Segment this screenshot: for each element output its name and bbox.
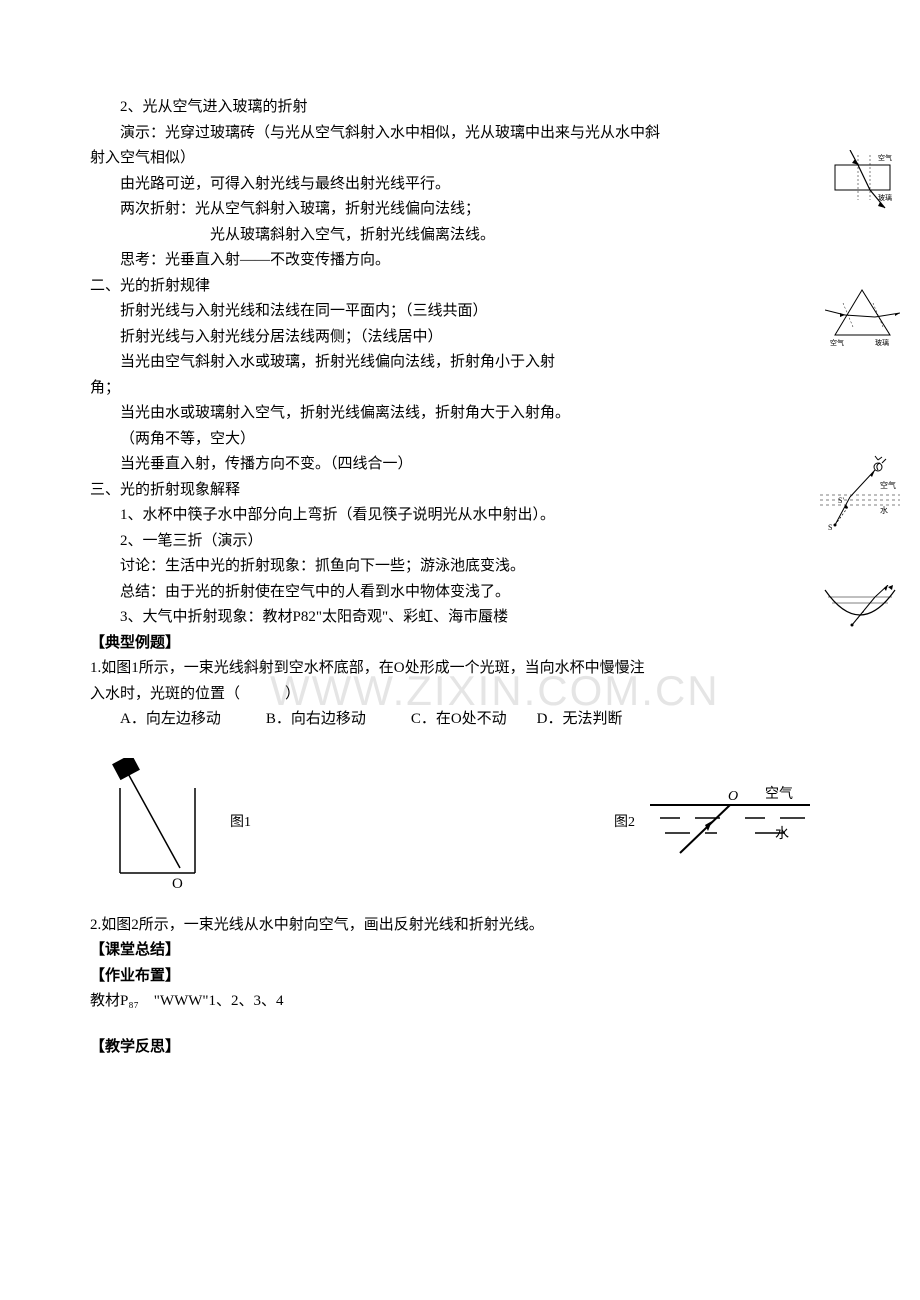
sec2-l3b: 角； — [90, 376, 830, 402]
figure-glass-block: 空气 玻璃 — [830, 150, 900, 220]
sec2-l6: 当光垂直入射，传播方向不变。（四线合一） — [90, 452, 830, 478]
spacer — [90, 1015, 830, 1035]
svg-text:玻璃: 玻璃 — [875, 338, 889, 347]
sec2-l3: 当光由空气斜射入水或玻璃，折射光线偏向法线，折射角小于入射 — [90, 350, 830, 376]
reflection-title: 【教学反思】 — [90, 1035, 830, 1061]
sec3-l2: 2、一笔三折（演示） — [90, 529, 830, 555]
sec3-l3: 讨论：生活中光的折射现象：抓鱼向下一些；游泳池底变浅。 — [90, 554, 830, 580]
sec2-l4: 当光由水或玻璃射入空气，折射光线偏离法线，折射角大于入射角。 — [90, 401, 830, 427]
q1-opts: A．向左边移动 B．向右边移动 C．在O处不动 D．无法判断 — [90, 707, 830, 733]
figure-deer-refraction: 空气 水 S' S — [820, 455, 900, 540]
sec1-l5: 两次折射：光从空气斜射入玻璃，折射光线偏向法线； — [90, 197, 830, 223]
figure-bowl — [820, 585, 900, 640]
fig1-label: 图1 — [230, 811, 251, 835]
sec3-l1: 1、水杯中筷子水中部分向上弯折（看见筷子说明光从水中射出）。 — [90, 503, 830, 529]
svg-text:S': S' — [838, 496, 844, 505]
svg-text:水: 水 — [775, 826, 789, 842]
svg-text:空气: 空气 — [880, 480, 896, 490]
sec2-title: 二、光的折射规律 — [90, 274, 830, 300]
sec2-l2: 折射光线与入射光线分居法线两侧；（法线居中） — [90, 325, 830, 351]
sec1-l3: 射入空气相似） — [90, 146, 830, 172]
figure-2-group: 图2 O 空气 水 — [614, 783, 810, 863]
figure-1-group: O 图1 — [110, 758, 251, 888]
svg-text:S: S — [828, 523, 832, 532]
svg-text:O: O — [172, 876, 183, 888]
examples-title: 【典型例题】 — [90, 631, 830, 657]
homework-text: 教材P₈₇ "WWW"1、2、3、4 — [90, 989, 830, 1015]
figure-prism: 空气 玻璃 — [825, 285, 900, 350]
sec1-l2: 演示：光穿过玻璃砖（与光从空气斜射入水中相似，光从玻璃中出来与光从水中斜 — [90, 121, 830, 147]
svg-text:玻璃: 玻璃 — [878, 193, 892, 202]
sec2-l1: 折射光线与入射光线和法线在同一平面内；（三线共面） — [90, 299, 830, 325]
summary-title: 【课堂总结】 — [90, 938, 830, 964]
document-body: 空气 玻璃 空气 玻璃 空气 水 — [90, 95, 830, 1060]
sec3-l4: 总结：由于光的折射使在空气中的人看到水中物体变浅了。 — [90, 580, 830, 606]
sec1-l1: 2、光从空气进入玻璃的折射 — [90, 95, 830, 121]
figure-1-cup: O — [110, 758, 210, 888]
figure-2-water: O 空气 水 — [650, 783, 810, 863]
sec1-l7: 思考：光垂直入射——不改变传播方向。 — [90, 248, 830, 274]
svg-text:空气: 空气 — [830, 338, 844, 347]
sec1-l6: 光从玻璃斜射入空气，折射光线偏离法线。 — [90, 223, 830, 249]
sec3-l5: 3、大气中折射现象：教材P82"太阳奇观"、彩虹、海市蜃楼 — [90, 605, 830, 631]
svg-text:水: 水 — [880, 505, 888, 515]
example-figures-row: O 图1 图2 O 空气 水 — [90, 758, 830, 888]
q2: 2.如图2所示，一束光线从水中射向空气，画出反射光线和折射光线。 — [90, 913, 830, 939]
q1-l1: 1.如图1所示，一束光线斜射到空水杯底部，在O处形成一个光斑，当向水杯中慢慢注 — [90, 656, 830, 682]
fig2-label: 图2 — [614, 811, 635, 835]
svg-text:空气: 空气 — [878, 153, 892, 162]
svg-text:空气: 空气 — [765, 786, 793, 802]
svg-text:O: O — [728, 789, 738, 804]
sec2-l5: （两角不等，空大） — [90, 427, 830, 453]
homework-title: 【作业布置】 — [90, 964, 830, 990]
sec3-title: 三、光的折射现象解释 — [90, 478, 830, 504]
sec1-l4: 由光路可逆，可得入射光线与最终出射光线平行。 — [90, 172, 830, 198]
q1-l2: 入水时，光斑的位置（ ） — [90, 682, 830, 708]
